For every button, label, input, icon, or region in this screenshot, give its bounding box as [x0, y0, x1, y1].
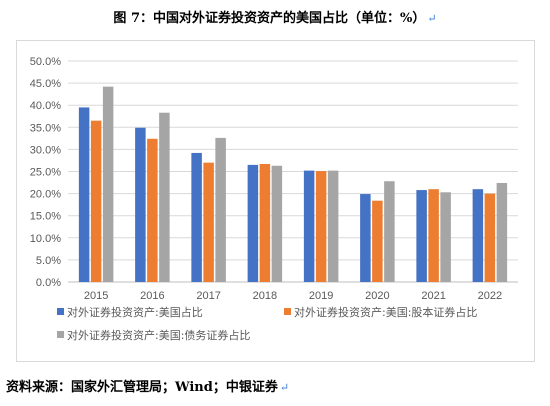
bar [440, 192, 451, 282]
legend-label: 对外证券投资资产:美国:股本证券占比 [294, 305, 477, 319]
source-text: 资料来源：国家外汇管理局；Wind；中银证券 [6, 380, 278, 395]
x-tick-label: 2017 [196, 290, 220, 302]
y-tick-label: 50.0% [30, 56, 61, 68]
legend-swatch [284, 308, 291, 315]
bar [90, 120, 102, 282]
x-tick-label: 2019 [309, 290, 333, 302]
bar [472, 189, 484, 282]
y-tick-label: 40.0% [30, 100, 61, 112]
source-note: 资料来源：国家外汇管理局；Wind；中银证券 ↵ [6, 376, 289, 395]
bar [303, 170, 315, 282]
bar [372, 200, 383, 282]
x-tick-label: 2021 [421, 290, 445, 302]
legend-label: 对外证券投资资产:美国:债务证券占比 [67, 328, 250, 342]
return-mark-icon: ↵ [427, 12, 437, 25]
bar [271, 165, 283, 282]
legend-swatch [57, 331, 64, 338]
bar [135, 127, 146, 282]
bar [215, 137, 226, 282]
bar [428, 189, 439, 282]
chart-frame: 0.0% 5.0% 10.0% 15.0% 20.0% 25.0% 30.0% 35.0% 40… [16, 40, 535, 362]
bar [78, 107, 90, 282]
bar [384, 181, 395, 282]
bar [327, 170, 339, 282]
bar [496, 182, 508, 282]
y-tick-label: 25.0% [30, 167, 61, 179]
x-tick-label: 2022 [478, 290, 502, 302]
y-tick-label: 5.0% [36, 255, 61, 267]
y-tick-label: 10.0% [30, 233, 61, 245]
bar [315, 171, 327, 282]
x-tick-label: 2018 [253, 290, 277, 302]
x-tick-label: 2015 [84, 290, 108, 302]
bar [360, 194, 371, 282]
y-tick-label: 0.0% [36, 277, 61, 289]
y-tick-label: 15.0% [30, 211, 61, 223]
x-tick-label: 2016 [140, 290, 164, 302]
bar [259, 163, 271, 282]
figure-title: 图 7：中国对外证券投资资产的美国占比（单位：%） ↵ [0, 7, 550, 26]
bar [191, 152, 202, 282]
y-tick-label: 30.0% [30, 144, 61, 156]
legend-swatch [57, 308, 64, 315]
bar-chart: 0.0% 5.0% 10.0% 15.0% 20.0% 25.0% 30.0% 35.0% 40… [30, 56, 518, 342]
bar [203, 162, 214, 282]
y-tick-label: 35.0% [30, 122, 61, 134]
bar [484, 193, 496, 282]
figure-title-text: 图 7：中国对外证券投资资产的美国占比（单位：%） [113, 11, 426, 26]
bar [102, 86, 114, 282]
bar [247, 164, 259, 282]
y-tick-label: 45.0% [30, 78, 61, 90]
return-mark-icon: ↵ [279, 381, 290, 394]
x-tick-label: 2020 [365, 290, 389, 302]
bar [159, 112, 170, 283]
legend-label: 对外证券投资资产:美国占比 [67, 305, 203, 319]
y-tick-label: 20.0% [30, 189, 61, 201]
bar [416, 190, 427, 282]
bar [147, 138, 158, 282]
